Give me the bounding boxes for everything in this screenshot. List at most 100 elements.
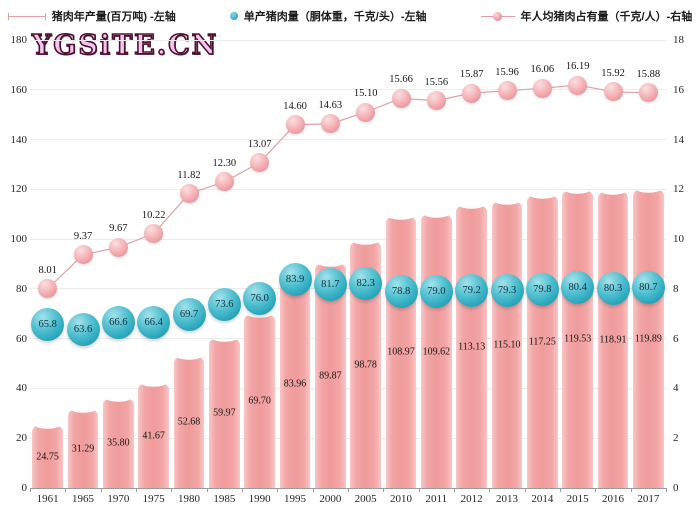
bar-value-label: 24.75: [36, 451, 59, 463]
percapita-value-label: 14.60: [283, 100, 307, 112]
percapita-point: [250, 153, 270, 173]
bar-value-label: 115.10: [493, 339, 521, 351]
gridline: [30, 437, 666, 439]
percapita-point: [108, 237, 128, 257]
x-axis-tickmark: [454, 488, 455, 492]
x-axis-category-label: 2012: [460, 493, 483, 505]
percapita-point: [568, 75, 588, 95]
x-axis-category-label: 2005: [354, 493, 377, 505]
line-sphere-marker-icon: [480, 11, 515, 21]
x-axis-category-label: 1990: [248, 493, 271, 505]
right-axis-tick-label: 6: [673, 332, 679, 345]
percapita-value-label: 15.56: [424, 76, 449, 88]
x-axis-category-label: 1980: [178, 493, 200, 505]
bar-pork-production: [314, 264, 346, 488]
carcass-weight-point: 80.4: [561, 271, 595, 305]
bar-pork-production: [138, 384, 170, 488]
bar-pork-production: [102, 398, 134, 488]
percapita-point: [638, 83, 658, 103]
percapita-point: [73, 245, 93, 265]
carcass-weight-point: 63.6: [66, 313, 100, 347]
percapita-point: [179, 184, 199, 204]
percapita-point: [285, 115, 305, 135]
x-axis-category-label: 1961: [36, 493, 59, 505]
carcass-weight-point: 65.8: [31, 307, 65, 341]
carcass-weight-point: 66.4: [137, 306, 171, 340]
gridline: [30, 139, 666, 141]
percapita-value-label: 14.63: [318, 99, 343, 111]
left-axis-tick-label: 80: [16, 282, 27, 295]
x-axis-category-label: 2014: [531, 493, 554, 505]
legend: 猪肉年产量(百万吨) -左轴 单产猪肉量（胴体重，千克/头）-左轴 年人均猪肉占…: [0, 7, 700, 25]
x-axis-category-label: 2017: [637, 493, 660, 505]
x-axis-category-label: 2015: [566, 493, 589, 505]
bar-value-label: 83.96: [283, 378, 307, 390]
percapita-point: [144, 224, 164, 244]
percapita-point: [214, 172, 234, 192]
bar-value-label: 113.13: [458, 341, 486, 353]
right-axis-tick-label: 2: [673, 432, 679, 445]
left-axis-tick-label: 20: [16, 432, 27, 445]
right-axis-tick-label: 12: [673, 183, 684, 196]
bar-value-label: 119.53: [564, 333, 592, 345]
percapita-point: [603, 82, 623, 102]
right-axis-tick-label: 0: [673, 482, 679, 494]
bar-value-label: 118.91: [599, 334, 627, 346]
left-axis-tick-label: 160: [10, 83, 28, 96]
percapita-value-label: 16.19: [565, 61, 590, 73]
x-axis-tickmark: [418, 488, 420, 492]
percapita-value-label: 15.92: [601, 67, 625, 79]
bar-value-label: 108.97: [387, 346, 415, 358]
percapita-value-label: 16.06: [530, 64, 555, 76]
bar-value-label: 41.67: [142, 430, 165, 442]
right-axis-tick-label: 18: [673, 34, 684, 46]
x-axis-category-label: 1965: [72, 493, 94, 505]
percapita-value-label: 10.22: [141, 209, 166, 221]
x-axis-tickmark: [242, 488, 243, 492]
bar-value-label: 109.62: [422, 346, 451, 358]
x-axis-category-label: 1975: [142, 493, 165, 505]
gridline: [30, 39, 666, 41]
right-axis-tick-label: 10: [673, 233, 684, 246]
bar-value-label: 69.70: [248, 395, 271, 407]
bar-pork-production: [67, 410, 99, 488]
x-axis-category-label: 1985: [213, 493, 236, 505]
carcass-weight-point: 81.7: [313, 268, 347, 302]
x-axis-category-label: 1995: [284, 493, 306, 505]
left-axis-tick-label: 0: [21, 482, 28, 494]
bar-value-label: 35.80: [107, 437, 130, 449]
bar-pork-production: [173, 356, 205, 488]
percapita-value-label: 8.01: [38, 264, 57, 276]
x-axis-tickmark: [383, 488, 385, 492]
legend-item-production: 猪肉年产量(百万吨) -左轴: [7, 8, 176, 24]
bar-pork-production: [244, 314, 276, 488]
x-axis-category-label: 2013: [496, 493, 518, 505]
errorbar-line-marker-icon: [7, 12, 46, 20]
percapita-value-label: 15.87: [459, 69, 484, 80]
percapita-value-label: 12.30: [212, 157, 237, 169]
right-axis-tick-label: 14: [673, 133, 684, 146]
percapita-point: [38, 279, 58, 299]
right-axis-tick-label: 16: [673, 83, 684, 96]
percapita-value-label: 9.37: [73, 230, 93, 242]
x-axis-category-label: 2011: [425, 493, 448, 505]
bar-value-label: 31.29: [71, 443, 95, 455]
percapita-value-label: 15.66: [389, 74, 413, 86]
watermark: YGSiTE.CN: [31, 29, 219, 62]
x-axis-tickmark: [206, 488, 208, 492]
left-axis-tick-label: 120: [10, 183, 28, 196]
x-axis-tickmark: [524, 488, 526, 492]
carcass-weight-point: 66.6: [101, 305, 135, 339]
x-axis-tickmark: [312, 488, 314, 492]
bar-value-label: 119.89: [634, 333, 662, 345]
teal-dot-marker-icon: [229, 12, 238, 20]
percapita-value-label: 13.07: [247, 138, 272, 150]
bar-pork-production: [32, 426, 64, 488]
left-axis-tick-label: 40: [16, 382, 27, 395]
left-axis-tick-label: 100: [10, 233, 28, 246]
bar-value-label: 59.97: [213, 407, 236, 419]
percapita-value-label: 15.88: [636, 68, 661, 80]
x-axis-tickmark: [348, 488, 349, 492]
legend-item-percapita: 年人均猪肉占有量（千克/人）-右轴: [480, 8, 692, 24]
x-axis-category-label: 2010: [390, 493, 412, 505]
